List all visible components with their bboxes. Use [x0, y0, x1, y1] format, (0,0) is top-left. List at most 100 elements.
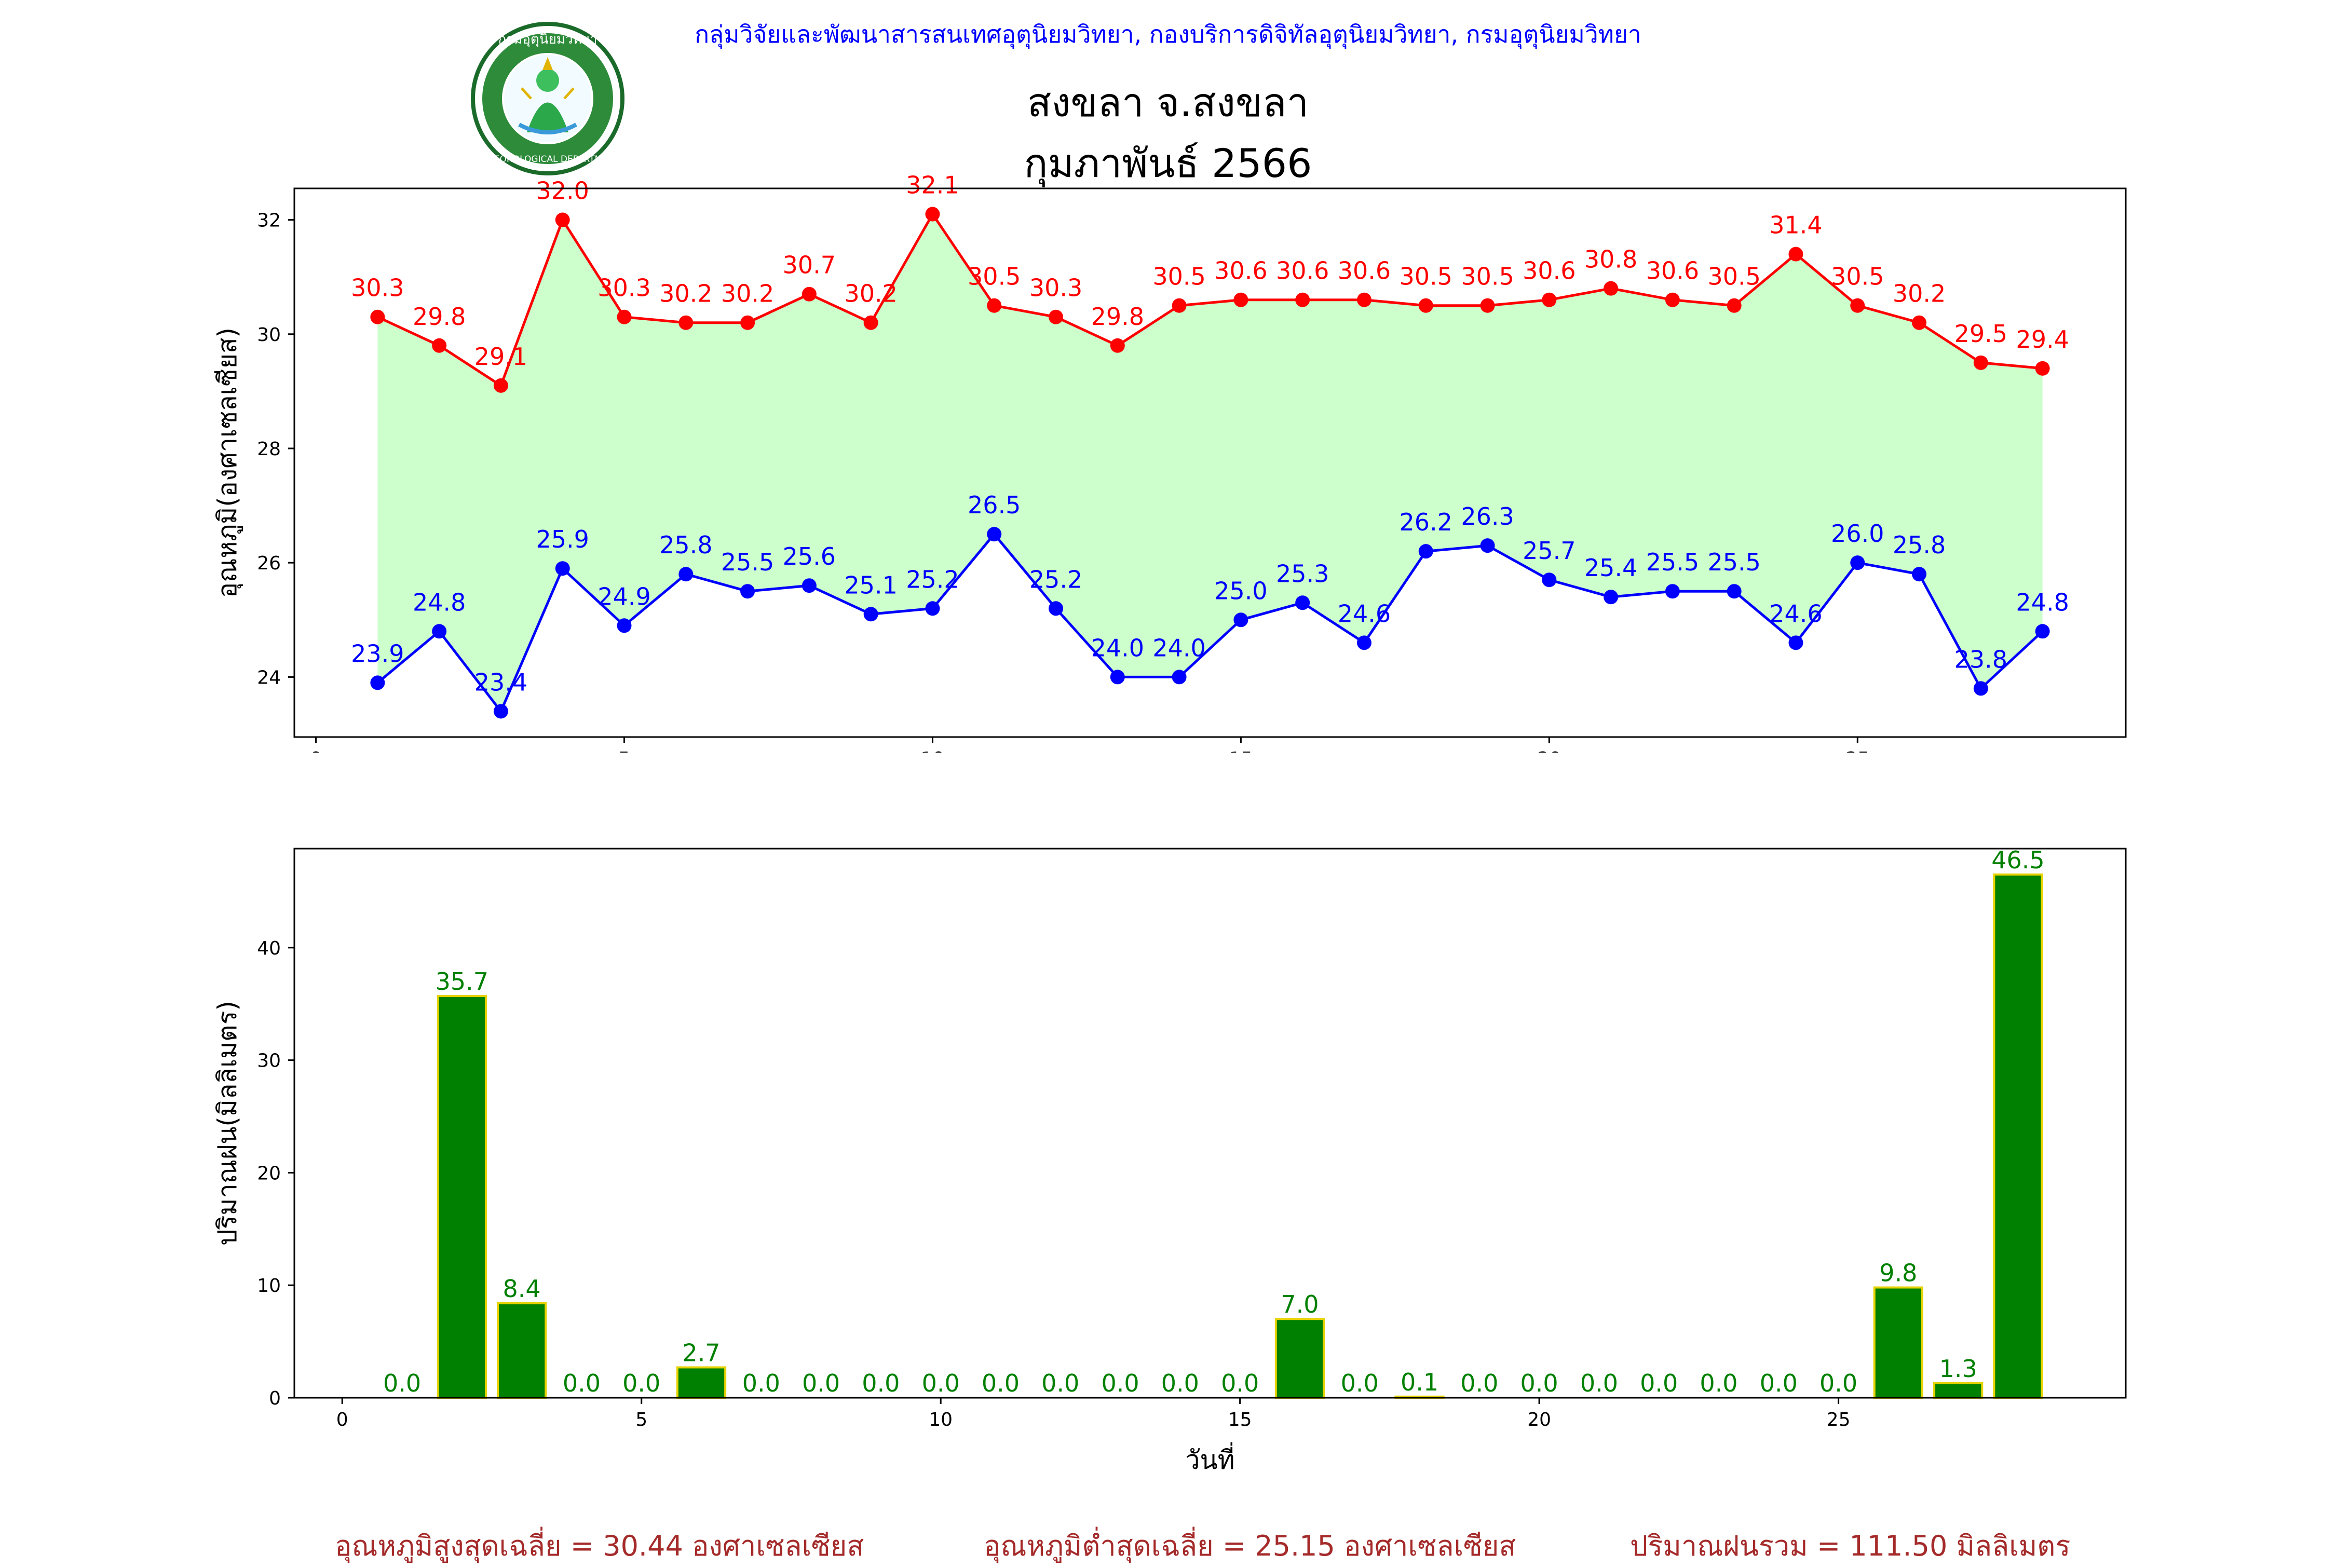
temperature-y-axis-label: อุณหภูมิ(องศาเซลเซียส): [212, 328, 243, 598]
min-temperature-point: [1727, 584, 1742, 599]
max-temperature-data-label: 30.2: [844, 280, 897, 308]
max-temperature-data-label: 30.6: [1214, 257, 1267, 285]
temperature-range-band: [377, 214, 2043, 712]
max-temperature-point: [1665, 292, 1680, 307]
y-tick-label: 0: [269, 1388, 281, 1409]
temperature-chart: 30.3 29.8 29.1 32.0 30.3 30.2 30.2 30.7 30.2 32.1…: [212, 171, 2127, 753]
min-temperature-point: [740, 584, 755, 599]
min-temperature-data-label: 24.6: [1769, 599, 1822, 628]
min-temperature-data-label: 24.0: [1091, 634, 1144, 662]
max-temperature-data-label: 30.5: [1831, 263, 1884, 291]
x-tick-label: 20: [1527, 1409, 1551, 1430]
min-temperature-data-label: 26.5: [968, 491, 1021, 519]
rainfall-data-label: 0.0: [1760, 1369, 1798, 1397]
max-temperature-point: [1110, 338, 1125, 353]
min-temperature-point: [1295, 595, 1310, 610]
rainfall-data-label: 0.0: [383, 1369, 421, 1397]
min-temperature-point: [987, 527, 1002, 542]
rainfall-data-label: 0.0: [1341, 1369, 1379, 1397]
max-temperature-data-label: 30.2: [659, 280, 712, 308]
average-min-temperature: อุณหภูมิต่ำสุดเฉลี่ย = 25.15 องศาเซลเซีย…: [984, 1530, 1516, 1562]
max-temperature-point: [555, 212, 570, 227]
min-temperature-data-label: 25.0: [1214, 577, 1267, 605]
min-temperature-data-label: 25.2: [906, 565, 959, 593]
min-temperature-point: [1480, 538, 1495, 553]
y-tick-label: 32: [257, 210, 281, 231]
rainfall-bar: [1274, 1318, 1325, 1399]
min-temperature-point: [2035, 624, 2050, 639]
rainfall-bar: [1873, 1286, 1923, 1399]
min-temperature-data-label: 24.6: [1338, 599, 1391, 628]
rainfall-bar: [676, 1366, 727, 1399]
min-temperature-point: [1542, 572, 1557, 588]
max-temperature-data-label: 30.6: [1276, 257, 1329, 285]
max-temperature-point: [925, 207, 940, 222]
rainfall-chart: 0.0 35.7 8.4 0.0 0.0 2.7 0.0 0.0 0.0 0.0 0.0 0.0 0.0…: [212, 846, 2127, 1475]
max-temperature-data-label: 30.5: [1707, 263, 1760, 291]
min-temperature-data-label: 25.1: [844, 571, 897, 599]
min-temperature-data-label: 23.9: [351, 639, 404, 667]
month-title: กุมภาพันธ์ 2566: [1024, 140, 1312, 186]
rainfall-data-label: 0.0: [922, 1369, 960, 1397]
max-temperature-point: [2035, 361, 2050, 376]
max-temperature-point: [740, 315, 755, 330]
min-temperature-data-label: 26.0: [1831, 520, 1884, 548]
rainfall-data-label: 0.0: [862, 1369, 900, 1397]
y-tick-label: 28: [257, 439, 281, 460]
rainfall-data-label: 35.7: [436, 967, 488, 996]
min-temperature-data-label: 26.3: [1461, 502, 1514, 530]
max-temperature-data-label: 29.4: [2016, 325, 2069, 353]
x-tick-label: 25: [1845, 748, 1869, 753]
rainfall-y-axis-label: ปริมาณฝน(มิลลิเมตร): [212, 1001, 242, 1246]
max-temperature-data-label: 30.3: [597, 274, 650, 302]
min-temperature-data-label: 26.2: [1400, 508, 1452, 536]
max-temperature-data-label: 29.8: [413, 303, 466, 331]
x-tick-label: 20: [1537, 748, 1561, 753]
max-temperature-point: [1295, 292, 1310, 307]
rainfall-data-label: 0.0: [982, 1369, 1020, 1397]
min-temperature-point: [1788, 635, 1803, 650]
min-temperature-point: [493, 704, 508, 719]
y-tick-label: 30: [257, 1051, 281, 1072]
rainfall-bar: [437, 995, 487, 1399]
min-temperature-data-label: 24.9: [597, 582, 650, 610]
rainfall-bar: [497, 1302, 547, 1399]
min-temperature-data-label: 25.5: [1646, 548, 1699, 576]
min-temperature-data-label: 25.8: [659, 531, 712, 559]
rainfall-data-label: 0.0: [1819, 1369, 1857, 1397]
x-tick-label: 15: [1228, 1409, 1252, 1430]
rainfall-plot-frame: [293, 848, 2127, 1399]
rainfall-x-axis-label: วันที่: [1185, 1442, 1234, 1475]
max-temperature-data-label: 29.8: [1091, 303, 1144, 331]
svg-text:METEOROLOGICAL DEPARTMENT: METEOROLOGICAL DEPARTMENT: [476, 154, 620, 165]
max-temperature-data-label: 31.4: [1769, 211, 1822, 239]
rainfall-data-label: 0.0: [563, 1369, 601, 1397]
max-temperature-point: [432, 338, 447, 353]
y-tick-label: 40: [257, 938, 281, 959]
min-temperature-point: [863, 607, 878, 622]
min-temperature-point: [1418, 544, 1433, 559]
min-temperature-data-label: 23.8: [1954, 645, 2007, 673]
max-temperature-point: [1172, 298, 1187, 313]
min-temperature-point: [1850, 555, 1865, 570]
rainfall-data-label: 46.5: [1991, 846, 2044, 874]
max-temperature-data-label: 30.3: [1029, 274, 1082, 302]
max-temperature-data-label: 30.2: [721, 280, 774, 308]
rainfall-data-label: 0.0: [1221, 1369, 1259, 1397]
max-temperature-point: [1604, 281, 1619, 296]
min-temperature-data-label: 25.7: [1523, 537, 1576, 565]
max-temperature-point: [1912, 315, 1927, 330]
min-temperature-data-label: 25.2: [1029, 565, 1082, 593]
rainfall-data-label: 0.0: [802, 1369, 840, 1397]
max-temperature-data-label: 30.2: [1893, 280, 1946, 308]
y-tick-label: 20: [257, 1163, 281, 1184]
rainfall-data-label: 0.0: [742, 1369, 780, 1397]
x-tick-label: 10: [929, 1409, 953, 1430]
max-temperature-point: [1480, 298, 1495, 313]
min-temperature-point: [1604, 590, 1619, 605]
max-temperature-data-label: 30.6: [1646, 257, 1699, 285]
max-temperature-data-label: 30.7: [783, 251, 836, 279]
min-temperature-data-label: 24.0: [1152, 634, 1205, 662]
max-temperature-point: [1418, 298, 1433, 313]
